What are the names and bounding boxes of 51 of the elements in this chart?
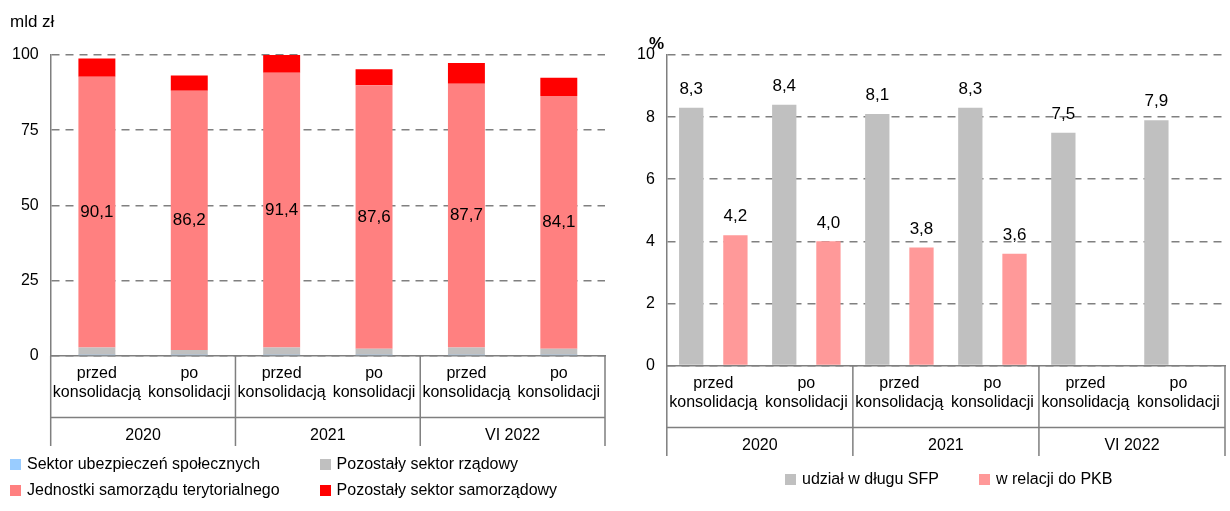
legend-label: Jednostki samorządu terytorialnego [27, 481, 280, 499]
x-tick-label: po konsolidacji [951, 373, 1034, 410]
data-label: 7,9 [1144, 91, 1169, 111]
legend-label: w relacji do PKB [995, 470, 1113, 488]
x-tick-label: po konsolidacji [332, 363, 416, 400]
legend-label: Sektor ubezpieczeń społecznych [27, 455, 261, 473]
legend-label: Pozostały sektor rządowy [336, 455, 518, 473]
text: 2020 [742, 436, 778, 454]
x-tick-label: przed konsolidacją [422, 363, 511, 400]
data-label: 90,1 [80, 201, 114, 221]
data-label: 86,2 [172, 210, 206, 230]
data-label: 87,6 [357, 206, 391, 226]
data-label: 91,4 [265, 199, 299, 219]
y-tick-label: 25 [20, 270, 39, 288]
y-tick-label: 6 [645, 169, 655, 187]
data-label: 87,7 [449, 205, 483, 225]
x-tick-label: po konsolidacji [147, 363, 231, 400]
data-label: 4,2 [723, 206, 748, 226]
text: 2020 [125, 426, 161, 444]
x-tick-label: po konsolidacji [764, 373, 848, 410]
y-tick-label: 0 [645, 356, 655, 374]
y-axis-title: mld zł [10, 12, 55, 32]
data-label: 3,8 [909, 218, 934, 238]
data-label: 8,1 [865, 85, 890, 105]
text: 2021 [310, 426, 346, 444]
legend-label: Pozostały sektor samorządowy [336, 481, 558, 499]
y-tick-label: 2 [645, 293, 655, 311]
data-label: 7,5 [1051, 103, 1076, 123]
legend-label: udział w długu SFP [802, 470, 939, 488]
y-tick-label: 0 [29, 346, 39, 364]
y-tick-label: 4 [645, 231, 655, 249]
text: 2021 [928, 436, 964, 454]
data-label: 8,3 [679, 78, 704, 98]
y-tick-label: 50 [20, 195, 39, 213]
x-tick-label: przed konsolidacją [669, 373, 758, 410]
x-tick-label: przed konsolidacją [237, 363, 326, 400]
x-tick-label: przed konsolidacją [52, 363, 142, 400]
x-tick-label: po konsolidacji [1137, 373, 1220, 410]
data-label: 8,3 [958, 78, 983, 98]
data-label: 4,0 [816, 212, 841, 232]
data-label: 8,4 [772, 75, 797, 95]
y-tick-label: 100 [11, 45, 39, 63]
y-tick-label: 8 [645, 107, 655, 125]
x-tick-label: po konsolidacji [517, 363, 601, 400]
x-tick-label: przed konsolidacją [1041, 373, 1130, 410]
data-label: 84,1 [542, 211, 576, 231]
text: VI 2022 [1104, 436, 1160, 454]
data-label: 3,6 [1002, 224, 1027, 244]
y-tick-label: 75 [20, 120, 39, 138]
x-tick-label: przed konsolidacją [855, 373, 944, 410]
text: VI 2022 [485, 426, 541, 444]
